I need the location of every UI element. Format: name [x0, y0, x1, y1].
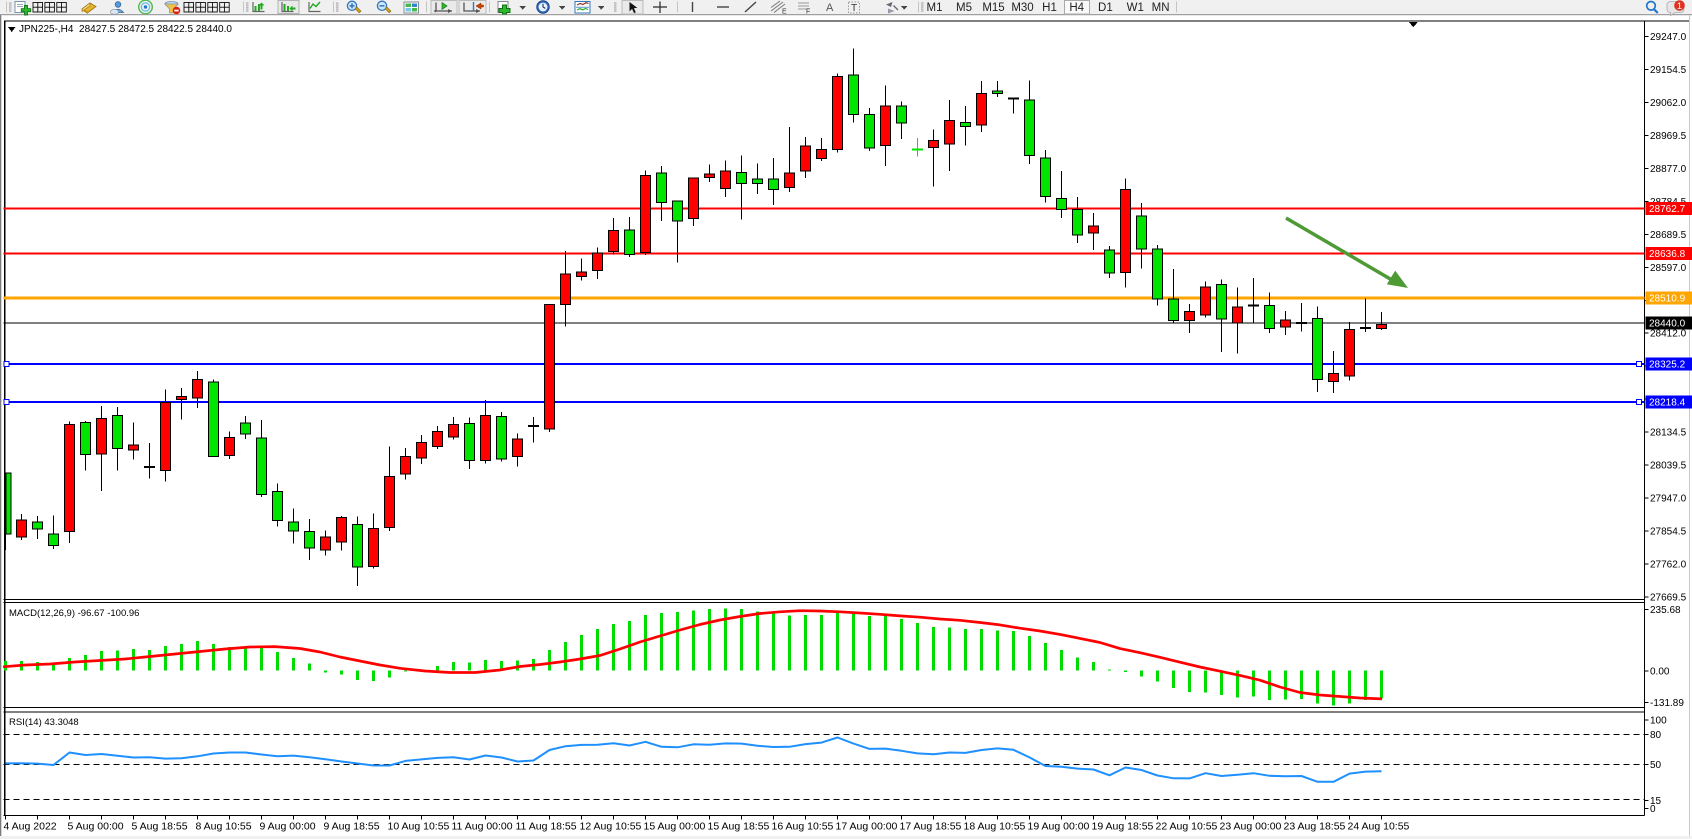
svg-text:JPN225-,H4 28427.5 28472.5 28: JPN225-,H4 28427.5 28472.5 28422.5 28440…	[19, 24, 232, 35]
svg-text:H4: H4	[1069, 2, 1084, 14]
svg-text:1: 1	[1677, 1, 1682, 11]
svg-text:28597.0: 28597.0	[1650, 263, 1687, 274]
svg-text:T: T	[851, 3, 857, 14]
svg-text:28412.0: 28412.0	[1650, 329, 1687, 340]
svg-text:17 Aug 00:00: 17 Aug 00:00	[836, 821, 898, 833]
svg-text:11 Aug 18:55: 11 Aug 18:55	[516, 821, 577, 833]
svg-text:M15: M15	[982, 2, 1004, 14]
svg-text:0: 0	[1650, 804, 1656, 815]
svg-text:-131.89: -131.89	[1650, 698, 1684, 709]
svg-text:RSI(14) 43.3048: RSI(14) 43.3048	[9, 717, 79, 728]
svg-text:MACD(12,26,9) -96.67 -100.96: MACD(12,26,9) -96.67 -100.96	[9, 608, 139, 619]
svg-text:0.00: 0.00	[1650, 667, 1670, 678]
svg-text:15: 15	[1650, 796, 1662, 807]
svg-text:15 Aug 00:00: 15 Aug 00:00	[644, 821, 706, 833]
svg-text:M1: M1	[927, 2, 943, 14]
svg-text:9 Aug 18:55: 9 Aug 18:55	[324, 821, 380, 833]
svg-text:8 Aug 10:55: 8 Aug 10:55	[196, 821, 252, 833]
svg-text:28325.2: 28325.2	[1649, 360, 1686, 371]
svg-text:M30: M30	[1011, 2, 1033, 14]
svg-text:28689.5: 28689.5	[1650, 230, 1687, 241]
svg-text:27947.0: 27947.0	[1650, 494, 1687, 505]
svg-text:10 Aug 10:55: 10 Aug 10:55	[388, 821, 450, 833]
svg-text:28762.7: 28762.7	[1649, 204, 1686, 215]
svg-text:11 Aug 00:00: 11 Aug 00:00	[452, 821, 513, 833]
svg-text:24 Aug 10:55: 24 Aug 10:55	[1348, 821, 1410, 833]
svg-text:27854.5: 27854.5	[1650, 527, 1687, 538]
svg-text:W1: W1	[1127, 2, 1144, 14]
svg-text:H1: H1	[1042, 2, 1057, 14]
svg-text:235.68: 235.68	[1650, 605, 1681, 616]
svg-text:E: E	[782, 9, 787, 16]
svg-text:100: 100	[1650, 715, 1667, 726]
svg-text:M5: M5	[956, 2, 972, 14]
svg-text:9 Aug 00:00: 9 Aug 00:00	[260, 821, 316, 833]
svg-text:29247.0: 29247.0	[1650, 32, 1687, 43]
svg-text:28969.5: 28969.5	[1650, 131, 1687, 142]
svg-text:27669.5: 27669.5	[1650, 593, 1687, 604]
svg-text:28134.5: 28134.5	[1650, 428, 1687, 439]
svg-text:29062.0: 29062.0	[1650, 98, 1687, 109]
svg-text:28510.9: 28510.9	[1649, 294, 1686, 305]
svg-text:29154.5: 29154.5	[1650, 65, 1687, 76]
svg-text:80: 80	[1650, 730, 1662, 741]
svg-text:28636.8: 28636.8	[1649, 249, 1686, 260]
svg-text:28218.4: 28218.4	[1649, 398, 1686, 409]
svg-text:A: A	[826, 2, 834, 14]
svg-text:12 Aug 10:55: 12 Aug 10:55	[580, 821, 642, 833]
svg-text:5 Aug 00:00: 5 Aug 00:00	[68, 821, 124, 833]
svg-text:18 Aug 10:55: 18 Aug 10:55	[964, 821, 1026, 833]
svg-text:23 Aug 00:00: 23 Aug 00:00	[1220, 821, 1282, 833]
svg-text:19 Aug 00:00: 19 Aug 00:00	[1028, 821, 1090, 833]
svg-text:50: 50	[1650, 760, 1662, 771]
svg-text:15 Aug 18:55: 15 Aug 18:55	[708, 821, 770, 833]
svg-text:D1: D1	[1098, 2, 1113, 14]
svg-text:19 Aug 18:55: 19 Aug 18:55	[1092, 821, 1154, 833]
svg-text:16 Aug 10:55: 16 Aug 10:55	[772, 821, 834, 833]
svg-text:23 Aug 18:55: 23 Aug 18:55	[1284, 821, 1346, 833]
svg-text:MN: MN	[1152, 2, 1170, 14]
svg-text:28039.5: 28039.5	[1650, 461, 1687, 472]
svg-text:4 Aug 2022: 4 Aug 2022	[4, 821, 57, 833]
svg-text:28877.0: 28877.0	[1650, 164, 1687, 175]
svg-text:F: F	[806, 9, 810, 16]
svg-text:22 Aug 10:55: 22 Aug 10:55	[1156, 821, 1218, 833]
svg-text:28440.0: 28440.0	[1649, 319, 1686, 330]
svg-text:17 Aug 18:55: 17 Aug 18:55	[900, 821, 962, 833]
svg-text:5 Aug 18:55: 5 Aug 18:55	[132, 821, 188, 833]
svg-text:27762.0: 27762.0	[1650, 560, 1687, 571]
